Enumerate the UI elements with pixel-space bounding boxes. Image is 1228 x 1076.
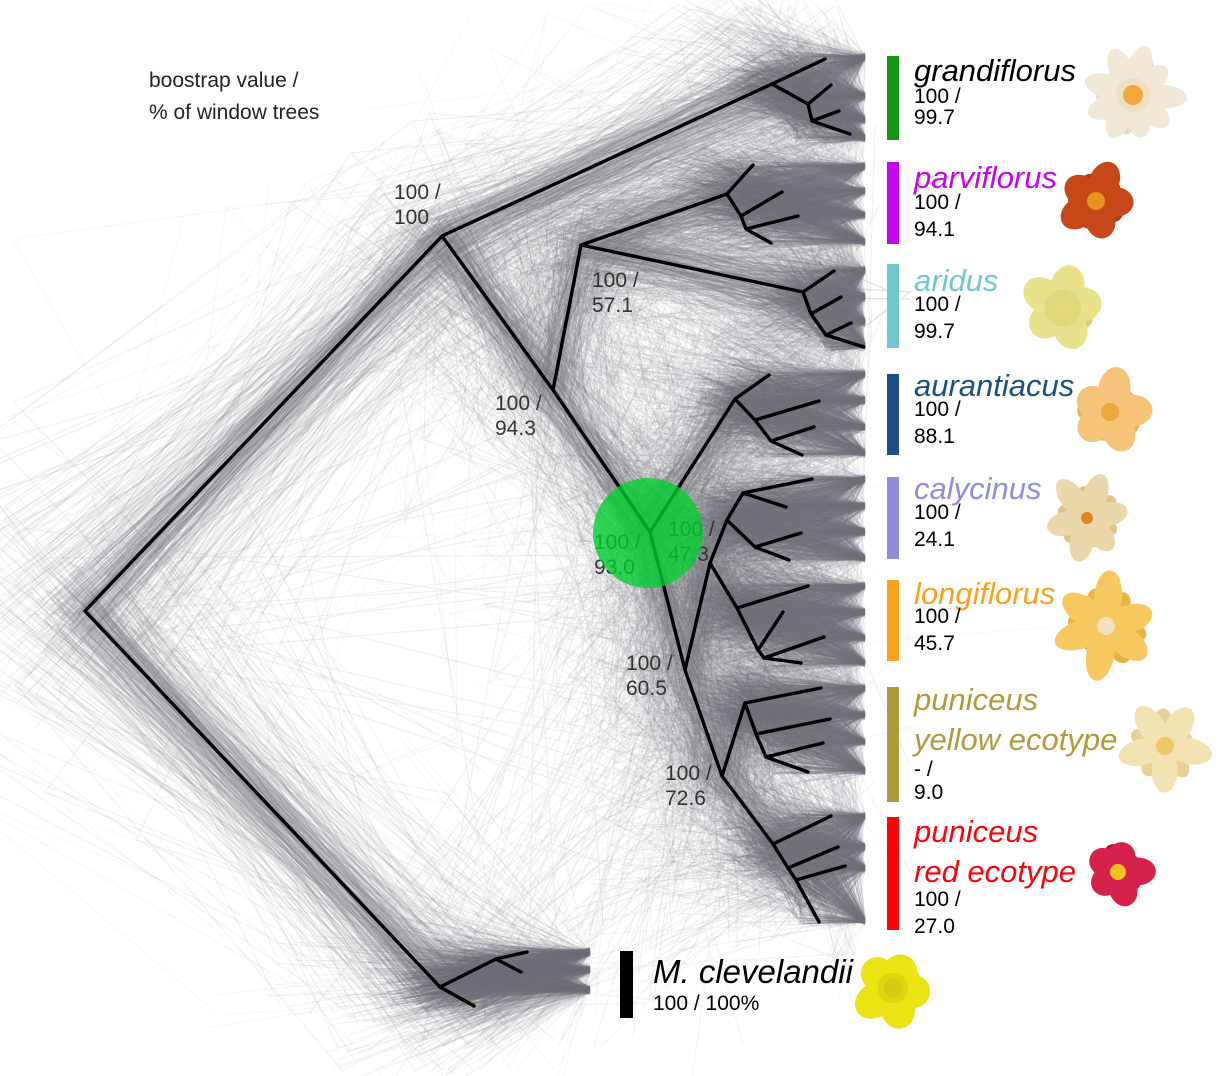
svg-text:72.6: 72.6 [665, 787, 706, 810]
svg-text:100 /: 100 / [914, 501, 961, 524]
svg-text:88.1: 88.1 [914, 425, 955, 448]
svg-text:M. clevelandii: M. clevelandii [653, 953, 855, 990]
svg-text:aurantiacus: aurantiacus [914, 368, 1074, 403]
svg-text:100 /: 100 / [914, 191, 961, 214]
svg-text:100 /: 100 / [914, 888, 961, 911]
svg-text:100 /: 100 / [394, 181, 441, 204]
svg-text:24.1: 24.1 [914, 528, 955, 551]
svg-text:99.7: 99.7 [914, 106, 955, 129]
svg-text:100 /: 100 / [914, 398, 961, 421]
svg-text:100 /: 100 / [914, 605, 961, 628]
svg-text:yellow ecotype: yellow ecotype [912, 722, 1117, 757]
svg-text:45.7: 45.7 [914, 632, 955, 655]
svg-text:94.3: 94.3 [495, 417, 536, 440]
svg-text:27.0: 27.0 [914, 915, 955, 938]
svg-text:aridus: aridus [914, 263, 998, 298]
svg-text:calycinus: calycinus [914, 471, 1042, 506]
svg-text:60.5: 60.5 [626, 677, 667, 700]
svg-text:94.1: 94.1 [914, 218, 955, 241]
svg-text:57.1: 57.1 [592, 294, 633, 317]
svg-text:100 /: 100 / [914, 293, 961, 316]
svg-text:100 /: 100 / [914, 85, 961, 108]
svg-text:parviflorus: parviflorus [913, 160, 1057, 195]
svg-text:100 /: 100 / [665, 762, 712, 785]
svg-text:100 /: 100 / [592, 269, 639, 292]
svg-text:puniceus: puniceus [913, 814, 1038, 849]
svg-text:100 / 100%: 100 / 100% [653, 992, 759, 1015]
svg-text:red ecotype: red ecotype [914, 854, 1076, 889]
svg-text:100 /: 100 / [495, 392, 542, 415]
svg-text:% of window trees: % of window trees [149, 101, 319, 124]
svg-text:longiflorus: longiflorus [914, 576, 1055, 611]
svg-text:99.7: 99.7 [914, 320, 955, 343]
svg-text:9.0: 9.0 [914, 781, 943, 804]
svg-text:- /: - / [914, 758, 933, 781]
svg-text:puniceus: puniceus [913, 682, 1038, 717]
svg-text:grandiflorus: grandiflorus [914, 53, 1076, 88]
svg-text:100 /: 100 / [626, 652, 673, 675]
svg-text:100: 100 [394, 206, 429, 229]
svg-text:boostrap value /: boostrap value / [149, 69, 299, 92]
